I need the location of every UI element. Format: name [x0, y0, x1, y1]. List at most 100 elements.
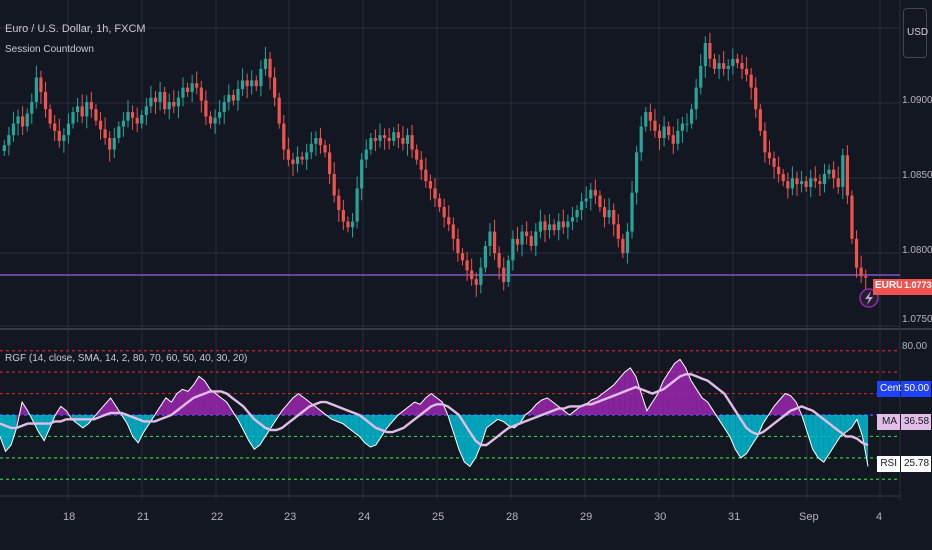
- rsi-fill-segment: [707, 402, 714, 415]
- currency-button[interactable]: USD: [903, 8, 928, 58]
- candle-body: [378, 135, 382, 141]
- rsi-fill-segment: [436, 397, 443, 415]
- candle-body: [337, 195, 341, 210]
- rsi-fill-segment: [298, 393, 305, 415]
- rsi-fill-segment: [171, 393, 177, 415]
- session-countdown-label[interactable]: Session Countdown: [5, 44, 94, 55]
- last-price-label: 1.07731: [902, 279, 932, 295]
- candle-body: [699, 66, 703, 88]
- rsi-fill-segment: [99, 404, 106, 415]
- candle-body: [7, 135, 11, 146]
- candle-body: [163, 91, 167, 110]
- candle-body: [584, 198, 588, 202]
- rsi-fill-segment: [685, 367, 692, 415]
- candle-body: [332, 174, 336, 196]
- time-tick: 4: [876, 511, 883, 523]
- rsi-fill-segment: [530, 404, 537, 415]
- candle-body: [130, 112, 135, 118]
- candle-body: [16, 116, 20, 124]
- rsi-fill-segment: [44, 415, 50, 441]
- candle-body: [291, 159, 295, 164]
- candle-body: [415, 149, 419, 160]
- rsi-fill-segment: [348, 415, 354, 433]
- candle-body: [437, 198, 442, 208]
- candle-body: [318, 138, 323, 146]
- candle-body: [350, 221, 355, 228]
- candle-body: [841, 155, 845, 187]
- rsi-fill-segment: [746, 415, 752, 454]
- candle-body: [854, 238, 859, 268]
- candle-body: [547, 224, 552, 231]
- candle-body: [561, 221, 565, 228]
- candle-body: [694, 87, 698, 110]
- candle-body: [602, 207, 607, 218]
- candle-body: [94, 109, 98, 121]
- candle-body: [328, 152, 332, 174]
- candle-body: [204, 100, 208, 117]
- candle-body: [34, 77, 38, 102]
- candle-body: [657, 130, 662, 138]
- candle-body: [639, 126, 643, 153]
- candle-body: [341, 210, 345, 222]
- rsi-fill-segment: [5, 415, 12, 452]
- candle-body: [520, 231, 524, 245]
- candle-body: [364, 149, 368, 160]
- candle-body: [703, 42, 707, 66]
- candle-body: [671, 135, 675, 144]
- rsi-fill-segment: [724, 415, 730, 437]
- time-tick: 24: [358, 511, 371, 523]
- candle-body: [387, 138, 391, 141]
- candle-body: [117, 126, 121, 138]
- rsi-fill-segment: [105, 397, 111, 415]
- candle-body: [218, 112, 222, 118]
- indicator-legend[interactable]: RGF (14, close, SMA, 14, 2, 80, 70, 60, …: [5, 353, 248, 364]
- candle-body: [314, 138, 318, 144]
- candle-body: [744, 68, 749, 75]
- candle-body: [689, 109, 694, 124]
- candle-body: [305, 152, 309, 160]
- chart-title[interactable]: Euro / U.S. Dollar, 1h, FXCM: [5, 23, 146, 35]
- candle-body: [66, 123, 71, 136]
- candle-body: [108, 138, 112, 150]
- candle-body: [135, 117, 139, 124]
- candle-body: [71, 112, 75, 124]
- rsi-fill-segment: [11, 415, 17, 445]
- candle-body: [767, 152, 772, 159]
- ma-label: MA: [877, 414, 900, 430]
- rsi-fill-segment: [60, 406, 67, 415]
- candle-body: [149, 97, 153, 107]
- rsi-fill-segment: [663, 372, 669, 415]
- candle-body: [607, 210, 611, 218]
- candle-body: [309, 143, 313, 153]
- candle-body: [158, 91, 162, 102]
- rsi-fill-segment: [243, 415, 249, 441]
- candle-body: [277, 97, 281, 124]
- candle-body: [442, 207, 446, 218]
- candle-body: [89, 102, 93, 110]
- rsi-fill-segment: [127, 415, 133, 437]
- candle-body: [712, 58, 717, 69]
- rsi-fill-segment: [165, 397, 172, 415]
- rsi-fill-segment: [469, 415, 476, 467]
- candle-body: [199, 87, 203, 101]
- candle-body: [580, 201, 584, 210]
- candle-body: [263, 58, 268, 69]
- rsi-fill-segment: [774, 400, 780, 415]
- candle-body: [818, 181, 822, 185]
- candle-body: [30, 102, 34, 114]
- price-gridlines: [0, 0, 900, 500]
- candle-body: [39, 77, 43, 92]
- rsi-fill-segment: [591, 397, 598, 415]
- candle-body: [566, 221, 570, 228]
- rsi-fill-segment: [751, 415, 758, 445]
- rsi-fill-segment: [646, 402, 653, 415]
- candle-body: [506, 260, 510, 282]
- candle-body: [483, 246, 488, 268]
- price-tick: 1.08500: [902, 170, 932, 181]
- candle-body: [460, 253, 465, 261]
- candle-body: [410, 135, 414, 150]
- candle-body: [57, 130, 61, 141]
- candle-body: [708, 42, 712, 59]
- rsi-fill-segment: [503, 415, 509, 426]
